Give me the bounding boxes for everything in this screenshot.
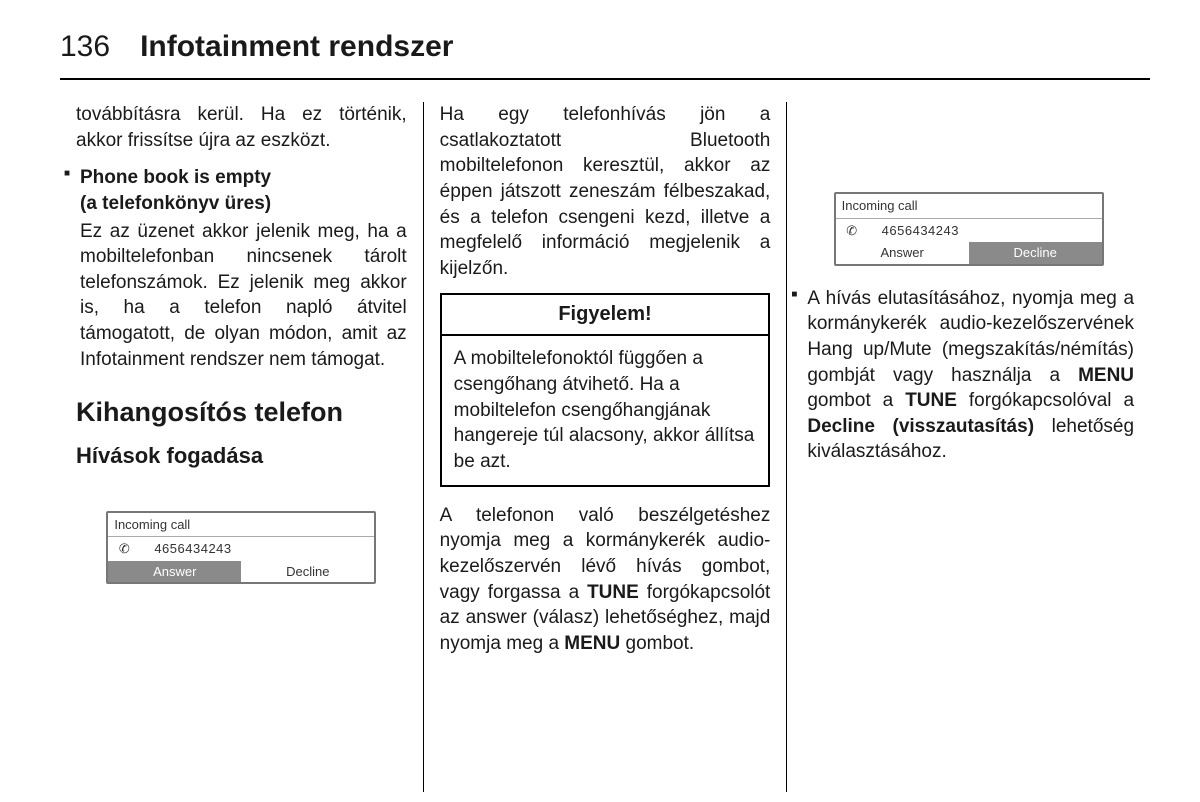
- answer-button[interactable]: Answer: [108, 561, 241, 583]
- answer-button-2[interactable]: Answer: [836, 242, 969, 264]
- heading-receiving-calls: Hívások fogadása: [76, 441, 407, 471]
- notice-body: A mobiltelefonoktól függően a csengőhang…: [442, 336, 769, 484]
- tune-label: TUNE: [587, 582, 639, 603]
- decline-button[interactable]: Decline: [241, 561, 374, 583]
- chapter-title: Infotainment rendszer: [140, 30, 453, 64]
- col1-intro-paragraph: továbbításra kerül. Ha ez történik, akko…: [76, 102, 407, 153]
- incoming-call-box-2: Incoming call ✆ 4656434243 Answer Declin…: [834, 192, 1104, 266]
- col2-paragraph-1: Ha egy telefonhívás jön a csatlakoztatot…: [440, 102, 771, 281]
- incoming-call-box: Incoming call ✆ 4656434243 Answer Declin…: [106, 511, 376, 585]
- decline-bold: Decline (visszautasítás): [807, 416, 1034, 437]
- col3-bullet-text: A hívás elutasításához, nyomja meg a kor…: [807, 286, 1134, 465]
- menu-label: MENU: [564, 633, 620, 654]
- c3-c: gombot a: [807, 390, 905, 411]
- heading-handsfree: Kihangosítós telefon: [76, 394, 407, 430]
- phone-icon: ✆: [114, 540, 134, 558]
- incoming-call-figure-1: Incoming call ✆ 4656434243 Answer Declin…: [106, 511, 376, 585]
- col3-bullet-decline: A hívás elutasításához, nyomja meg a kor…: [793, 286, 1134, 465]
- content-columns: továbbításra kerül. Ha ez történik, akko…: [60, 102, 1150, 792]
- page-number: 136: [60, 30, 110, 64]
- incoming-call-number: 4656434243: [154, 540, 231, 558]
- phone-icon: ✆: [842, 222, 862, 240]
- notice-title: Figyelem!: [442, 295, 769, 336]
- attention-notice: Figyelem! A mobiltelefonoktól függően a …: [440, 293, 771, 486]
- decline-button-2[interactable]: Decline: [969, 242, 1102, 264]
- incoming-call-number-row-2: ✆ 4656434243: [836, 219, 1102, 243]
- col2-p2-e: gombot.: [620, 633, 694, 654]
- incoming-call-title: Incoming call: [108, 513, 374, 538]
- page-root: 136 Infotainment rendszer továbbításra k…: [0, 0, 1200, 802]
- incoming-call-number-row: ✆ 4656434243: [108, 537, 374, 561]
- column-2: Ha egy telefonhívás jön a csatlakoztatot…: [424, 102, 788, 792]
- bullet-title-line1: Phone book is empty: [80, 167, 271, 188]
- page-header: 136 Infotainment rendszer: [60, 30, 1150, 80]
- incoming-call-figure-2: Incoming call ✆ 4656434243 Answer Declin…: [834, 192, 1104, 266]
- incoming-call-buttons-2: Answer Decline: [836, 242, 1102, 264]
- tune-label-2: TUNE: [905, 390, 957, 411]
- incoming-call-buttons: Answer Decline: [108, 561, 374, 583]
- col1-bullet-phonebook-empty: Phone book is empty (a telefonkönyv üres…: [66, 165, 407, 372]
- bullet-title-line2: (a telefonkönyv üres): [80, 193, 271, 214]
- column-1: továbbításra kerül. Ha ez történik, akko…: [60, 102, 424, 792]
- menu-label-2: MENU: [1078, 365, 1134, 386]
- col2-paragraph-2: A telefonon való beszélgetéshez nyomja m…: [440, 503, 771, 657]
- bullet-body: Ez az üzenet akkor jelenik meg, ha a mob…: [80, 219, 407, 373]
- incoming-call-title-2: Incoming call: [836, 194, 1102, 219]
- c3-e: forgókapcsolóval a: [957, 390, 1134, 411]
- incoming-call-number-2: 4656434243: [882, 222, 959, 240]
- column-3: Incoming call ✆ 4656434243 Answer Declin…: [787, 102, 1150, 792]
